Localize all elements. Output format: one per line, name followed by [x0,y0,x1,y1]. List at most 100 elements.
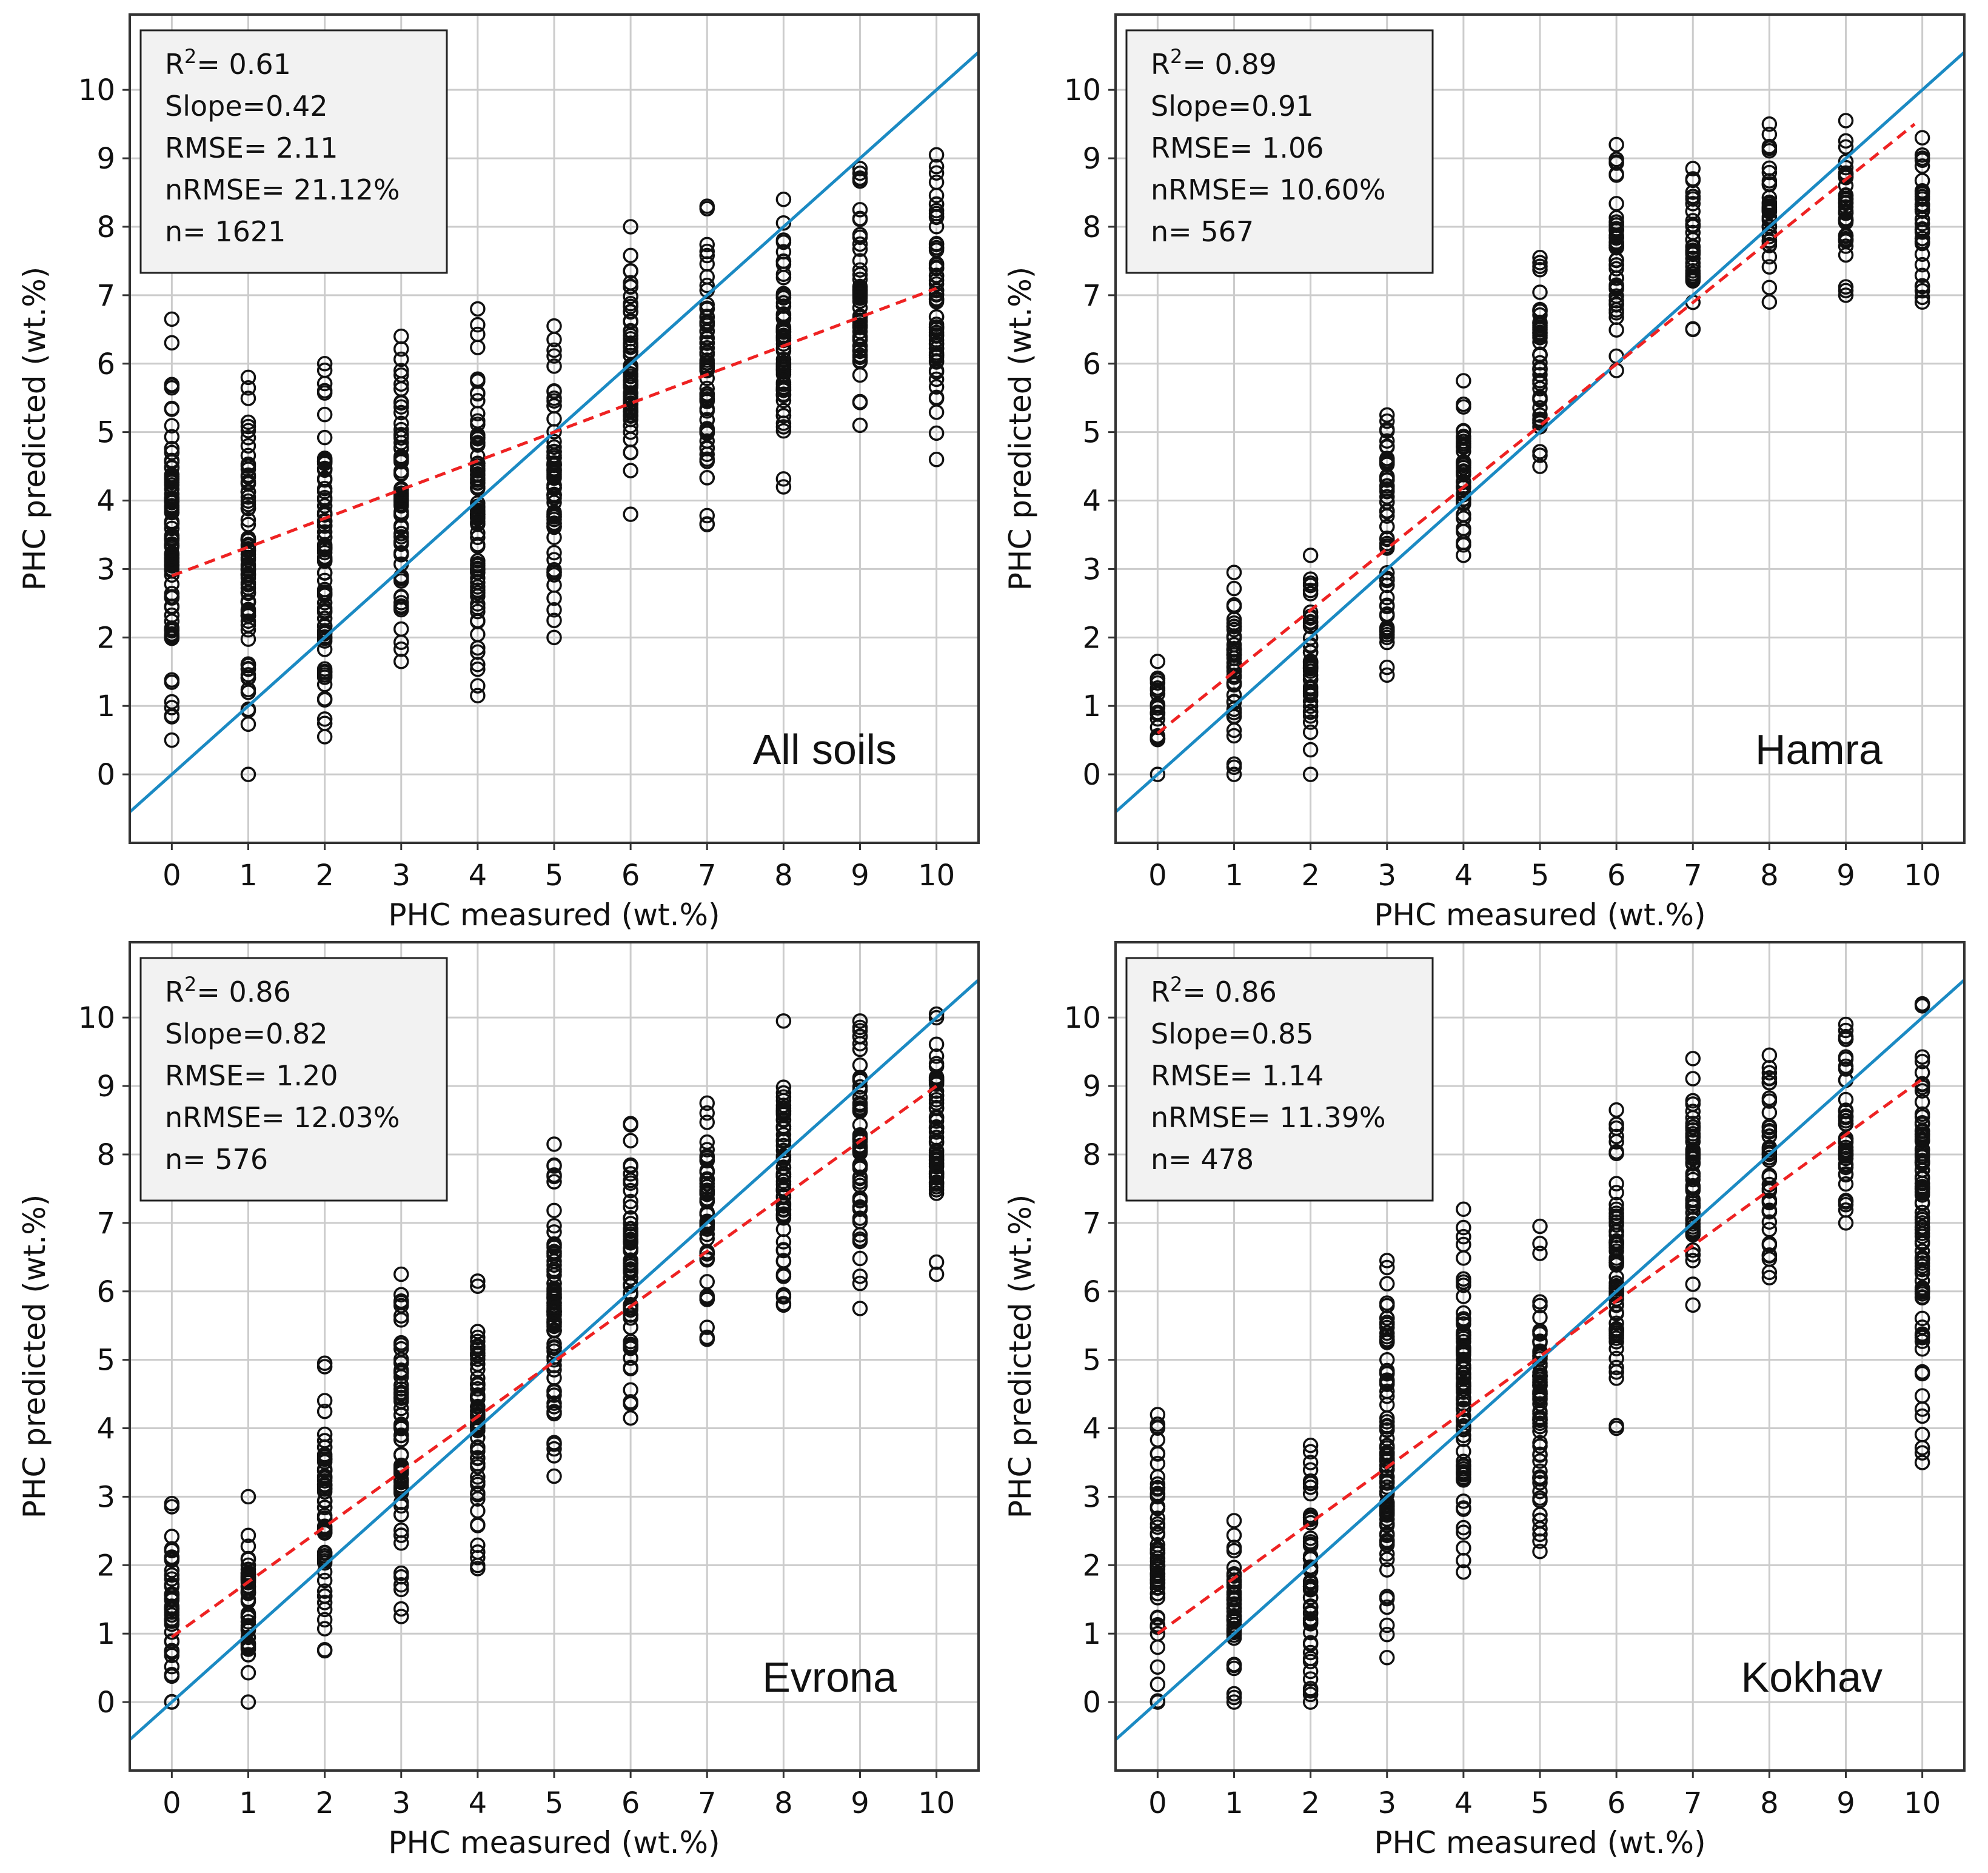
data-point [1608,227,1624,244]
data-point [1838,1058,1854,1074]
data-point [240,1550,256,1567]
data-point [1761,116,1778,132]
data-point [470,556,486,572]
data-point [240,1538,256,1554]
data-point [1379,518,1395,535]
data-point [1150,1546,1166,1561]
data-point [546,612,562,628]
y-tick-label: 9 [96,142,115,176]
data-point [1685,224,1701,241]
data-point [928,218,945,235]
panel-hamra: 0 1 2 3 4 5 6 7 8 9 10 0 1 2 3 4 5 6 7 8 9 10 PHC measured (wt… [1003,13,1966,933]
x-tick-label: 3 [1377,859,1396,893]
data-point [1226,650,1242,666]
data-point [1379,1457,1395,1473]
data-point [470,515,486,531]
data-point [699,1194,715,1210]
data-point [1226,1566,1242,1582]
data-point [1150,1575,1166,1590]
data-point [1302,724,1319,740]
data-point [1456,1201,1471,1218]
data-point [1150,1569,1166,1584]
x-tick-label: 3 [1377,1786,1396,1820]
data-point [164,732,180,748]
data-point [546,1404,562,1419]
data-point [1914,196,1930,212]
data-point [852,1231,868,1247]
panel-label: All soils [753,726,897,773]
data-point [1150,711,1166,727]
data-point [1608,1280,1624,1296]
data-point [1914,1319,1930,1335]
data-point [470,508,486,524]
data-point [393,1335,409,1351]
data-point [1685,191,1701,207]
data-point [623,1359,638,1376]
data-point [393,351,409,367]
data-point [775,1198,792,1214]
data-point [316,454,333,470]
data-point [928,1130,945,1145]
data-point [546,1468,562,1484]
data-point [164,1633,180,1649]
y-tick-label: 8 [1082,210,1101,244]
data-point [1761,294,1778,310]
data-point [852,241,868,257]
data-point [393,535,409,551]
data-point [852,262,868,278]
data-point [1456,1341,1471,1356]
data-point [164,520,180,537]
data-point [470,317,486,333]
data-point [164,1668,180,1684]
data-point [393,1407,409,1422]
data-point [240,430,256,446]
x-axis-label: PHC measured (wt.%) [1374,1825,1705,1860]
data-point [470,427,486,444]
data-point [852,173,868,189]
data-point [1685,1144,1701,1160]
data-point [1608,1418,1624,1434]
data-point [240,1641,256,1657]
data-point [1150,706,1166,722]
data-point [164,628,180,644]
data-point [1761,1247,1778,1263]
data-point [470,585,486,601]
data-point [1914,230,1930,247]
data-point [1914,294,1930,310]
data-point [1379,1462,1395,1478]
y-axis-label: PHC predicted (wt.%) [1003,267,1038,591]
data-point [1456,1288,1471,1304]
data-point [546,1435,562,1451]
x-tick-label: 6 [1607,859,1626,893]
data-point [1226,1608,1242,1624]
data-point [928,1124,945,1140]
data-point [1456,1400,1471,1416]
data-point [393,376,409,392]
data-point [1914,158,1930,174]
x-tick-label: 8 [1760,1786,1779,1820]
data-point [470,1503,486,1519]
data-point [1608,278,1624,295]
data-point [1685,1071,1701,1087]
regression-line [1156,122,1916,735]
data-point [928,1266,945,1282]
data-point [546,1158,562,1174]
data-point [852,1117,868,1133]
data-point [1456,524,1471,540]
data-point [470,537,486,552]
data-point [470,406,486,421]
data-point [164,1571,180,1587]
y-tick-label: 1 [96,689,115,723]
data-point [470,417,486,432]
data-point [1685,1126,1701,1142]
data-point [1302,661,1319,677]
data-point [1379,1562,1395,1578]
x-tick-label: 2 [315,1786,334,1820]
data-point [928,1149,945,1165]
data-point [393,517,409,534]
data-point [775,215,792,231]
data-point [1914,1282,1930,1298]
y-tick-label: 2 [96,621,115,655]
data-point [775,1013,792,1029]
data-point [316,581,333,598]
